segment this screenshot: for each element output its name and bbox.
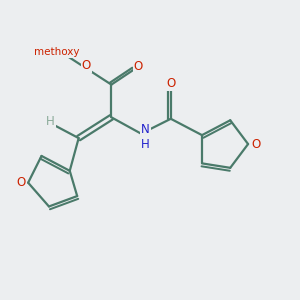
- Text: methoxy: methoxy: [34, 47, 79, 57]
- Text: H: H: [46, 115, 55, 128]
- Text: O: O: [251, 138, 260, 151]
- Text: O: O: [16, 176, 25, 189]
- Text: O: O: [82, 59, 91, 72]
- Text: N
H: N H: [141, 123, 150, 151]
- Text: O: O: [166, 76, 176, 90]
- Text: O: O: [134, 60, 143, 73]
